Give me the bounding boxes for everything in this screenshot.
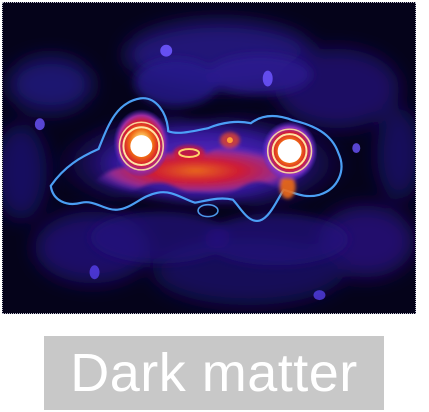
left-hotspot — [113, 109, 170, 177]
caption-box: Dark matter — [44, 336, 384, 410]
small-features — [34, 44, 361, 301]
heat-bridge — [84, 132, 307, 199]
dark-matter-heatmap — [3, 3, 415, 313]
dark-matter-image — [2, 2, 416, 314]
caption-text: Dark matter — [70, 343, 358, 403]
right-hotspot — [261, 121, 318, 181]
blue-contour — [49, 97, 343, 222]
